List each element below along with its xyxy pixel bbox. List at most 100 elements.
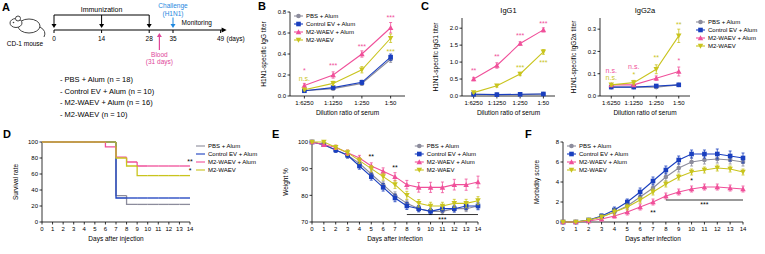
panel-label: B	[258, 0, 266, 12]
survival-step	[169, 197, 180, 198]
marker	[702, 152, 707, 157]
survival-step	[95, 141, 106, 142]
x-tick-label: 4	[613, 226, 617, 232]
x-tick	[335, 222, 336, 225]
x-tick-label: 1:1250	[488, 100, 507, 106]
x-tick	[730, 222, 731, 225]
x-tick-label: 10	[144, 226, 151, 232]
x-tick-label: 1:250	[649, 100, 665, 106]
x-tick-label: 12	[714, 226, 721, 232]
marker	[393, 196, 398, 201]
survival-step	[148, 175, 159, 176]
series-line	[312, 142, 478, 206]
error-bar	[677, 156, 680, 164]
legend-label: M2-WAEV + Alum	[579, 159, 627, 165]
x-tick-label: 6	[104, 226, 108, 232]
legend-marker	[296, 22, 301, 27]
marker	[388, 55, 393, 60]
legend-marker	[698, 28, 703, 33]
series-line	[312, 142, 478, 211]
y-tick	[40, 142, 43, 143]
series-line	[611, 36, 679, 85]
y-tick	[288, 33, 291, 34]
x-tick-label: 10	[427, 226, 434, 232]
x-tick-label: 14	[740, 226, 747, 232]
y-tick	[598, 96, 601, 97]
marker	[608, 83, 614, 88]
annotation: *	[632, 71, 635, 78]
x-tick	[640, 222, 641, 225]
marker	[728, 154, 733, 159]
chart: BH1N1-specific IgG titerDilution ratio o…	[258, 0, 405, 116]
legend-label: Control EV + Alum	[306, 21, 355, 27]
marker	[494, 84, 500, 89]
marker	[381, 185, 386, 190]
marker	[360, 80, 365, 85]
survival-step	[137, 166, 148, 176]
marker	[727, 185, 733, 190]
y-tick	[460, 96, 463, 97]
error-bar	[729, 151, 732, 161]
x-tick	[665, 222, 666, 225]
x-tick-label: 11	[155, 226, 162, 232]
y-tick	[310, 168, 313, 169]
x-tick-label: 14	[187, 226, 194, 232]
marker	[404, 182, 410, 187]
annotation: **	[392, 164, 398, 171]
survival-step	[84, 141, 95, 142]
y-tick-label: 0.2	[278, 72, 287, 78]
immunization-arrow-head	[147, 24, 152, 28]
survival-step	[42, 141, 53, 142]
x-tick	[190, 222, 191, 225]
y-axis-label: H1N1-specific IgG1 titer	[432, 22, 440, 92]
survival-step	[105, 141, 116, 142]
blood-arrow-head	[157, 33, 162, 37]
error-bar	[360, 80, 363, 84]
marker	[676, 175, 682, 180]
marker	[357, 164, 362, 169]
x-tick-label: 10	[688, 226, 695, 232]
x-tick	[390, 96, 391, 99]
marker	[518, 92, 523, 97]
x-tick-label: 3	[72, 226, 76, 232]
annotation: n.s.	[628, 63, 639, 70]
marker	[715, 166, 721, 171]
y-tick-label: 0.1	[588, 71, 597, 77]
x-tick	[105, 222, 106, 225]
x-tick-label: 8	[125, 226, 129, 232]
y-tick-label: 0.8	[278, 9, 287, 15]
marker	[637, 198, 643, 203]
marker	[440, 185, 446, 190]
marker	[689, 170, 695, 175]
survival-step	[84, 141, 95, 142]
monitoring-label: Monitoring	[182, 19, 213, 27]
legend-marker	[417, 159, 423, 164]
legend-label: M2-WAEV	[708, 43, 736, 49]
x-tick	[52, 222, 53, 225]
y-tick	[598, 73, 601, 74]
marker	[357, 158, 363, 163]
x-tick	[304, 96, 305, 99]
y-tick-label: 40	[31, 187, 38, 193]
legend-label: M2-WAEV + Alum	[208, 159, 256, 165]
error-bar	[690, 150, 693, 158]
x-tick	[158, 222, 159, 225]
marker	[302, 87, 308, 92]
legend-marker	[296, 29, 302, 34]
survival-step	[148, 204, 159, 205]
marker	[651, 179, 656, 184]
survival-step	[63, 141, 74, 142]
blood-label: Blood	[151, 51, 168, 58]
x-tick-label: 2	[334, 226, 338, 232]
annotation: *	[303, 67, 306, 74]
x-tick	[418, 222, 419, 225]
survival-step	[116, 147, 127, 157]
x-tick-label: 1:6250	[464, 100, 483, 106]
survival-step	[42, 141, 53, 142]
y-tick-label: 2	[556, 199, 560, 205]
panel-label: C	[421, 0, 429, 12]
x-tick-label: 1:50	[385, 100, 397, 106]
y-tick-label: 1.5	[450, 42, 459, 48]
series-line	[563, 187, 743, 222]
y-tick-label: 0.0	[588, 93, 597, 99]
